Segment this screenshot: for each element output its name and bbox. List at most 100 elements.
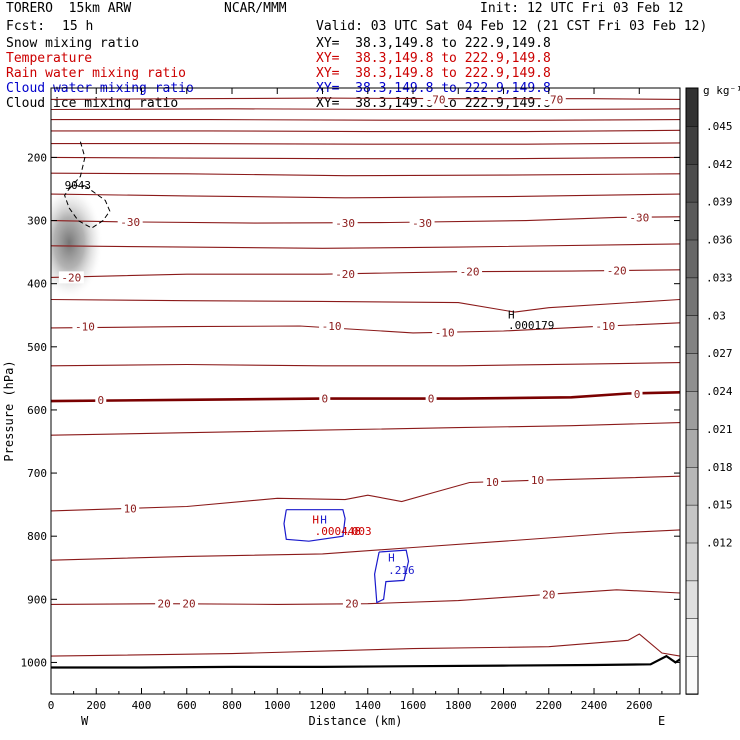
- temperature-contour-label: 20: [158, 598, 171, 611]
- contour-label-bg: [319, 319, 345, 332]
- temperature-contour-line: [51, 298, 680, 313]
- temperature-contour-label: -30: [412, 217, 432, 230]
- colorbar-tick-label: .042: [706, 158, 733, 171]
- temperature-contour-label: -20: [607, 264, 627, 277]
- temperature-contour-line: [51, 269, 680, 278]
- y-tick-label: 200: [27, 151, 47, 164]
- contour-label-bg: [72, 320, 98, 333]
- mixing-ratio-label: H: [388, 551, 395, 564]
- x-tick-label: 1800: [445, 699, 472, 712]
- x-tick-label: 2200: [536, 699, 563, 712]
- contour-label-bg: [539, 588, 558, 601]
- contour-label-bg: [425, 392, 437, 405]
- x-tick-label: 600: [177, 699, 197, 712]
- contour-label-bg: [332, 268, 358, 281]
- mixing-ratio-label: .216: [388, 564, 415, 577]
- colorbar-bin: [685, 125, 699, 165]
- colorbar-tick-label: .027: [706, 347, 733, 360]
- temperature-contour-label: -70: [543, 93, 563, 106]
- x-tick-label: 0: [48, 699, 55, 712]
- contour-label-bg: [592, 319, 618, 332]
- x-axis-west-label: W: [81, 714, 89, 728]
- valid-time: Valid: 03 UTC Sat 04 Feb 12 (21 CST Fri …: [316, 19, 708, 34]
- temperature-contour-line: [51, 475, 680, 512]
- temperature-contour-line: [51, 322, 680, 334]
- colorbar-bin: [685, 352, 699, 392]
- temperature-contour-label: 10: [486, 476, 499, 489]
- colorbar-bin: [685, 87, 699, 127]
- cloud-water-contour: [373, 549, 410, 604]
- temperature-contour-line: [51, 119, 680, 121]
- colorbar-bin: [685, 580, 699, 619]
- y-tick-label: 800: [27, 530, 47, 543]
- temperature-contour-label: 0: [428, 393, 435, 406]
- y-axis-title: Pressure (hPa): [2, 360, 16, 461]
- contour-label-bg: [121, 502, 140, 515]
- x-tick-label: 2600: [626, 699, 653, 712]
- temperature-contour-label: -10: [595, 320, 615, 333]
- contour-label-bg: [483, 475, 502, 488]
- temperature-contour-label: -10: [322, 320, 342, 333]
- y-tick-label: 500: [27, 341, 47, 354]
- y-tick-label: 300: [27, 215, 47, 228]
- x-axis-title: Distance (km): [309, 714, 403, 728]
- colorbar-tick-label: .03: [706, 309, 726, 322]
- contour-label-bg: [423, 93, 449, 106]
- temperature-contour-line: [51, 172, 680, 177]
- colorbar-unit: g kg⁻¹: [703, 84, 740, 97]
- model-title: TORERO 15km ARW: [6, 1, 132, 16]
- x-tick-label: 1200: [309, 699, 336, 712]
- temperature-contour-label: 10: [124, 502, 137, 515]
- legend-xy-rain: XY= 38.3,149.8 to 222.9,149.8: [316, 66, 551, 81]
- colorbar-bin: [685, 466, 699, 506]
- y-tick-label: 700: [27, 467, 47, 480]
- contour-label-bg: [528, 474, 547, 487]
- colorbar-bin: [685, 504, 699, 544]
- contour-label-bg: [409, 217, 435, 230]
- contour-label-bg: [58, 271, 84, 284]
- contour-label-bg: [604, 264, 630, 277]
- temperature-contour-label: -20: [335, 268, 355, 281]
- temperature-contour-line: [51, 589, 680, 605]
- temperature-contour-label: 20: [542, 588, 555, 601]
- legend-name-rain: Rain water mixing ratio: [6, 66, 187, 81]
- contour-label-bg: [457, 265, 483, 278]
- contour-label-bg: [95, 393, 107, 406]
- mixing-ratio-label: H: [312, 514, 319, 527]
- x-tick-label: 1600: [400, 699, 427, 712]
- colorbar-frame: [685, 87, 699, 695]
- contour-label-bg: [117, 215, 143, 228]
- colorbar-bin: [685, 277, 699, 316]
- colorbar-tick-label: .012: [706, 537, 733, 550]
- org-title: NCAR/MMM: [224, 1, 287, 16]
- mixing-ratio-label: H: [320, 514, 327, 527]
- temperature-contour-label: -30: [629, 211, 649, 224]
- temperature-contour-line: [51, 142, 680, 145]
- legend-xy-snow: XY= 38.3,149.8 to 222.9,149.8: [316, 36, 551, 51]
- temperature-contour-line: [51, 362, 680, 367]
- temperature-contour-label: -10: [75, 321, 95, 334]
- x-tick-label: 400: [132, 699, 152, 712]
- temperature-contour-line: [51, 97, 680, 100]
- colorbar-bin: [685, 201, 699, 241]
- temperature-contour-line: [51, 156, 680, 160]
- init-time: Init: 12 UTC Fri 03 Feb 12: [480, 1, 684, 16]
- snow-mixing-contour: [64, 185, 111, 229]
- legend-name-snow: Snow mixing ratio: [6, 36, 140, 51]
- x-tick-label: 2400: [581, 699, 608, 712]
- colorbar-bin: [685, 655, 699, 695]
- forecast-hours: 15 h: [62, 19, 94, 34]
- temperature-contour-label: -20: [61, 271, 81, 284]
- colorbar-tick-label: .045: [706, 120, 733, 133]
- temperature-contour-label: 20: [345, 598, 358, 611]
- contour-label-bg: [432, 326, 458, 339]
- y-tick-label: 1000: [21, 656, 48, 669]
- colorbar-bin: [685, 542, 699, 582]
- colorbar-bin: [685, 239, 699, 279]
- temperature-contour-line: [51, 633, 680, 657]
- temperature-contour-label: 0: [321, 393, 328, 406]
- contour-label-bg: [155, 597, 174, 610]
- temperature-contour-label: 20: [182, 598, 195, 611]
- temperature-contour-line: [51, 529, 680, 561]
